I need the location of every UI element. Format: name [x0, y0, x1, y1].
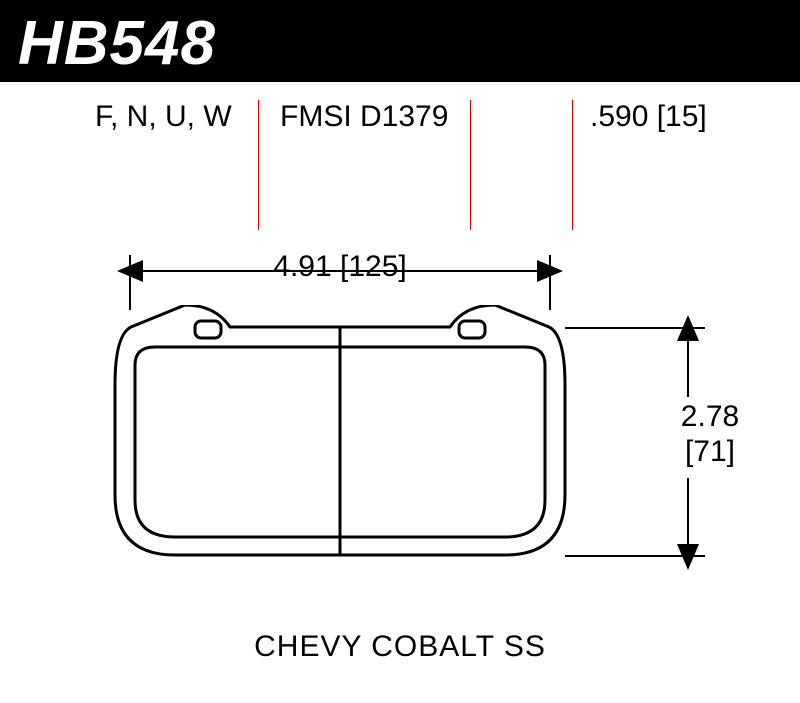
height-label-mm: [71] — [650, 435, 770, 470]
width-label: 4.91 [125] — [273, 250, 406, 283]
spec-thickness: .590 [15] — [590, 100, 707, 134]
divider — [572, 100, 573, 230]
arrow-left-icon — [117, 260, 143, 282]
divider — [470, 100, 471, 230]
spec-variants: F, N, U, W — [95, 100, 232, 134]
arrow-right-icon — [537, 260, 563, 282]
arrow-down-icon — [677, 544, 699, 570]
dimension-line — [687, 339, 689, 397]
part-number: HB548 — [18, 8, 216, 79]
height-label-inches: 2.78 — [650, 400, 770, 435]
diagram: 4.91 [125] 2.78 [71] — [0, 230, 800, 650]
header-bar: HB548 — [0, 0, 800, 82]
height-dimension: 2.78 [71] — [650, 400, 770, 469]
width-dimension: 4.91 [125] — [130, 250, 550, 284]
spec-row: F, N, U, W FMSI D1379 .590 [15] — [0, 100, 800, 140]
dimension-line — [130, 270, 550, 272]
arrow-up-icon — [677, 315, 699, 341]
dimension-line — [687, 478, 689, 546]
divider — [258, 100, 259, 230]
vehicle-caption: CHEVY COBALT SS — [0, 630, 800, 664]
spec-fmsi: FMSI D1379 — [280, 100, 448, 134]
brake-pad-outline — [75, 305, 605, 575]
